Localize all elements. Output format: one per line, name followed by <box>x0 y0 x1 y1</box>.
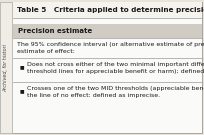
Text: ■: ■ <box>20 64 24 69</box>
FancyBboxPatch shape <box>0 2 12 133</box>
FancyBboxPatch shape <box>13 24 202 38</box>
Text: The 95% confidence interval (or alternative estimate of precisi-
estimate of eff: The 95% confidence interval (or alternat… <box>17 42 204 54</box>
Text: Does not cross either of the two minimal important diffe-
threshold lines for ap: Does not cross either of the two minimal… <box>27 62 204 74</box>
Text: ■: ■ <box>20 88 24 93</box>
FancyBboxPatch shape <box>13 2 202 133</box>
Text: Crosses one of the two MID thresholds (appreciable ben-
the line of no effect: d: Crosses one of the two MID thresholds (a… <box>27 86 204 98</box>
FancyBboxPatch shape <box>13 2 202 18</box>
Text: Table 5   Criteria applied to determine precision for di: Table 5 Criteria applied to determine pr… <box>17 7 204 13</box>
FancyBboxPatch shape <box>13 38 202 58</box>
FancyBboxPatch shape <box>13 18 202 24</box>
FancyBboxPatch shape <box>13 58 202 82</box>
FancyBboxPatch shape <box>13 82 202 133</box>
Text: Precision estimate: Precision estimate <box>18 28 92 34</box>
Text: Archived, for histori: Archived, for histori <box>3 43 9 92</box>
